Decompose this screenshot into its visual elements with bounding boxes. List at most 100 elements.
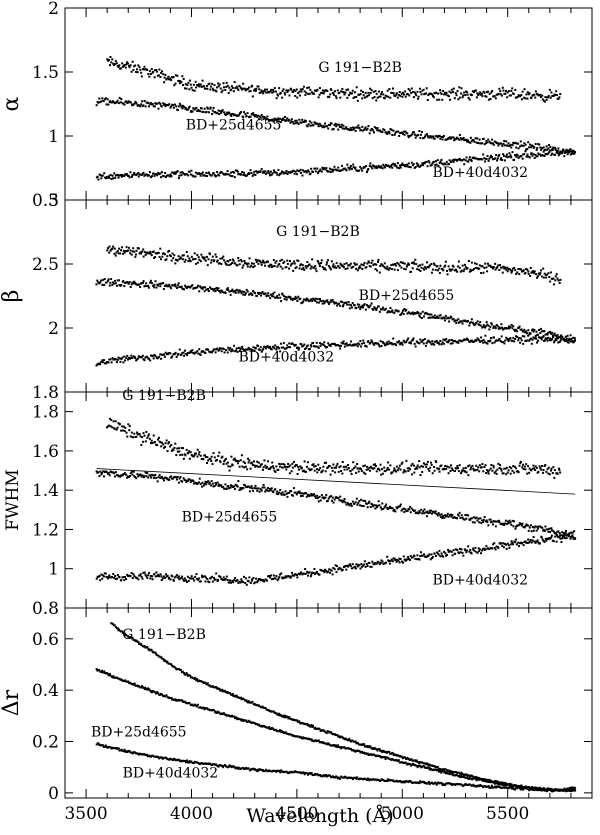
- data-point: [395, 92, 398, 95]
- data-point: [533, 146, 536, 149]
- data-point: [165, 258, 168, 261]
- data-point: [527, 334, 530, 337]
- data-point: [261, 291, 264, 294]
- data-point: [504, 266, 507, 269]
- data-point: [129, 249, 132, 252]
- data-point: [153, 573, 156, 576]
- data-point: [294, 573, 297, 576]
- data-point: [186, 352, 189, 355]
- data-point: [365, 128, 368, 131]
- data-point: [102, 470, 105, 473]
- data-point: [452, 318, 455, 321]
- data-point: [155, 571, 158, 574]
- data-point: [224, 291, 227, 294]
- data-point: [100, 177, 103, 180]
- data-point: [338, 125, 341, 128]
- data-point: [131, 174, 134, 177]
- data-point: [177, 177, 180, 180]
- data-point: [146, 436, 149, 439]
- data-point: [395, 165, 398, 168]
- data-point: [251, 461, 254, 464]
- data-point: [511, 339, 514, 342]
- data-point: [518, 94, 521, 97]
- data-point: [554, 532, 557, 535]
- data-point: [379, 264, 382, 267]
- data-point: [549, 96, 552, 99]
- data-point: [291, 494, 294, 497]
- data-point: [230, 581, 233, 584]
- data-point: [231, 579, 234, 582]
- data-point: [184, 479, 187, 482]
- data-point: [251, 113, 254, 116]
- data-point: [373, 463, 376, 466]
- data-point: [510, 323, 513, 326]
- data-point: [304, 94, 307, 97]
- data-point: [209, 458, 212, 461]
- data-point: [316, 345, 319, 348]
- data-point: [234, 290, 237, 293]
- data-point: [369, 465, 372, 468]
- data-point: [480, 272, 483, 275]
- data-point: [159, 172, 162, 175]
- data-point: [137, 172, 140, 175]
- data-point: [321, 266, 324, 269]
- data-point: [208, 350, 211, 353]
- data-point: [272, 574, 275, 577]
- data-point: [427, 339, 430, 342]
- data-point: [143, 475, 146, 478]
- data-point: [277, 577, 280, 580]
- data-point: [519, 460, 522, 463]
- data-point: [495, 472, 498, 475]
- data-point: [411, 509, 414, 512]
- data-point: [531, 154, 534, 157]
- data-point: [157, 436, 160, 439]
- data-point: [269, 576, 272, 579]
- data-point: [245, 348, 248, 351]
- data-point: [521, 90, 524, 93]
- data-point: [421, 162, 424, 165]
- data-point: [362, 91, 365, 94]
- data-point: [158, 256, 161, 259]
- data-point: [276, 120, 279, 123]
- data-point: [438, 267, 441, 270]
- data-point: [269, 487, 272, 490]
- data-point: [470, 466, 473, 469]
- data-point: [559, 278, 562, 281]
- data-point: [326, 95, 329, 98]
- data-point: [379, 166, 382, 169]
- data-point: [544, 464, 547, 467]
- data-point: [307, 467, 310, 470]
- data-point: [215, 90, 218, 93]
- data-point: [279, 342, 282, 345]
- data-point: [302, 492, 305, 495]
- data-point: [257, 262, 260, 265]
- data-point: [286, 262, 289, 265]
- data-point: [464, 466, 467, 469]
- y-tick-label: 0.4: [32, 681, 59, 701]
- data-point: [512, 543, 515, 546]
- data-point: [530, 530, 533, 533]
- data-point: [285, 170, 288, 173]
- data-point: [136, 104, 139, 107]
- data-point: [330, 122, 333, 125]
- data-point: [375, 99, 378, 102]
- data-point: [328, 495, 331, 498]
- data-point: [499, 522, 502, 525]
- data-point: [455, 322, 458, 325]
- data-point: [347, 503, 350, 506]
- data-point: [451, 469, 454, 472]
- data-point: [488, 157, 491, 160]
- data-point: [503, 522, 506, 525]
- data-point: [342, 340, 345, 343]
- data-point: [563, 339, 566, 342]
- data-point: [440, 135, 443, 138]
- data-point: [138, 66, 141, 69]
- data-point: [355, 497, 358, 500]
- data-point: [418, 466, 421, 469]
- data-point: [306, 169, 309, 172]
- data-point: [203, 290, 206, 293]
- data-point: [326, 499, 329, 502]
- data-point: [261, 171, 264, 174]
- data-point: [168, 478, 171, 481]
- data-point: [544, 148, 547, 151]
